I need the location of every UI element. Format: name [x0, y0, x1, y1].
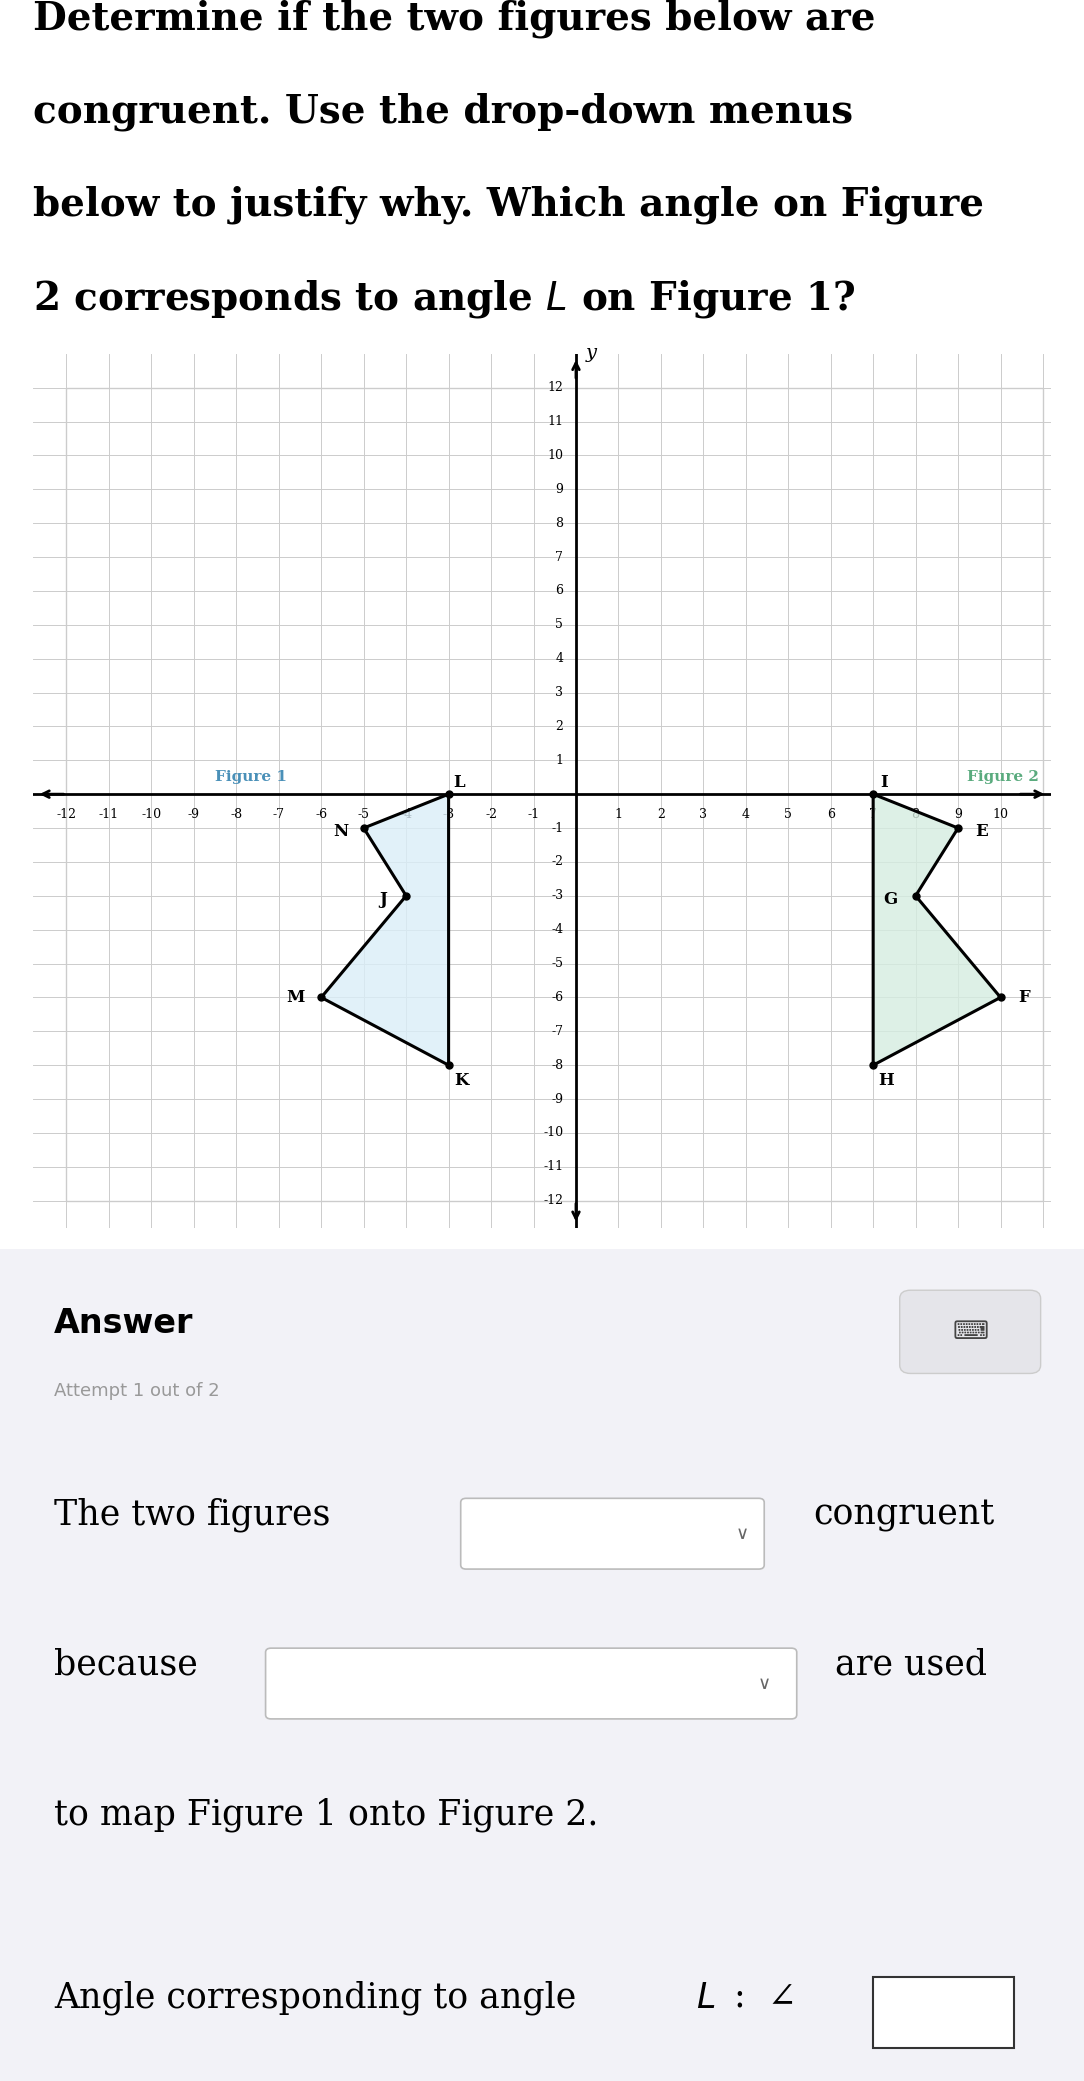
FancyBboxPatch shape	[873, 1977, 1014, 2048]
Text: G: G	[883, 891, 898, 907]
Text: below to justify why. Which angle on Figure: below to justify why. Which angle on Fig…	[33, 185, 983, 225]
Text: -6: -6	[551, 991, 564, 1003]
Text: 12: 12	[547, 381, 564, 393]
Text: -11: -11	[99, 807, 119, 820]
Text: 9: 9	[555, 483, 564, 495]
Text: -6: -6	[315, 807, 327, 820]
Text: -12: -12	[56, 807, 77, 820]
Text: -12: -12	[543, 1194, 564, 1207]
Text: -1: -1	[551, 822, 564, 834]
Text: 4: 4	[555, 651, 564, 666]
Text: 3: 3	[699, 807, 708, 820]
Text: :  ∠: : ∠	[734, 1981, 797, 2014]
Text: 5: 5	[555, 618, 564, 631]
Text: -9: -9	[552, 1093, 564, 1105]
Text: N: N	[333, 822, 348, 841]
Text: -2: -2	[552, 855, 564, 868]
Text: The two figures: The two figures	[54, 1498, 331, 1532]
Text: 2 corresponds to angle $\mathit{L}$ on Figure 1?: 2 corresponds to angle $\mathit{L}$ on F…	[33, 279, 855, 320]
Text: 8: 8	[912, 807, 919, 820]
Text: congruent: congruent	[813, 1498, 994, 1532]
Text: J: J	[378, 891, 387, 907]
Text: M: M	[286, 988, 305, 1005]
FancyBboxPatch shape	[461, 1498, 764, 1569]
Text: -1: -1	[528, 807, 540, 820]
Text: because: because	[54, 1648, 198, 1681]
Text: 3: 3	[555, 687, 564, 699]
Text: I: I	[880, 774, 888, 791]
Text: -3: -3	[551, 889, 564, 903]
Text: E: E	[975, 822, 988, 841]
Text: ⌨: ⌨	[952, 1319, 989, 1344]
Text: Figure 2: Figure 2	[967, 770, 1038, 785]
Text: 7: 7	[869, 807, 877, 820]
Text: -5: -5	[552, 957, 564, 970]
Text: -4: -4	[400, 807, 412, 820]
Text: Attempt 1 out of 2: Attempt 1 out of 2	[54, 1382, 220, 1401]
Text: -11: -11	[543, 1161, 564, 1174]
Text: L: L	[453, 774, 465, 791]
Text: 6: 6	[555, 585, 564, 597]
Polygon shape	[321, 795, 449, 1065]
Text: 11: 11	[547, 414, 564, 429]
Text: 1: 1	[615, 807, 622, 820]
Text: Determine if the two figures below are: Determine if the two figures below are	[33, 0, 875, 40]
Text: -5: -5	[358, 807, 370, 820]
Text: 2: 2	[657, 807, 664, 820]
Text: 9: 9	[954, 807, 962, 820]
Text: Answer: Answer	[54, 1307, 194, 1340]
Text: are used: are used	[835, 1648, 986, 1681]
Text: 1: 1	[555, 753, 564, 766]
Text: K: K	[454, 1072, 468, 1088]
Text: congruent. Use the drop-down menus: congruent. Use the drop-down menus	[33, 94, 853, 131]
Text: -9: -9	[188, 807, 199, 820]
Text: -7: -7	[552, 1024, 564, 1038]
FancyBboxPatch shape	[266, 1648, 797, 1719]
Text: -10: -10	[543, 1126, 564, 1140]
Text: Angle corresponding to angle: Angle corresponding to angle	[54, 1981, 588, 2014]
Text: ∨: ∨	[758, 1675, 771, 1694]
Text: to map Figure 1 onto Figure 2.: to map Figure 1 onto Figure 2.	[54, 1798, 598, 1831]
Text: ∨: ∨	[736, 1525, 749, 1544]
Text: -2: -2	[485, 807, 498, 820]
Text: 8: 8	[555, 516, 564, 531]
Text: -10: -10	[141, 807, 162, 820]
Text: Figure 1: Figure 1	[215, 770, 287, 785]
Text: $\mathit{L}$: $\mathit{L}$	[696, 1981, 715, 2014]
Text: -7: -7	[273, 807, 285, 820]
Text: 10: 10	[993, 807, 1008, 820]
FancyBboxPatch shape	[900, 1290, 1041, 1373]
Text: 10: 10	[547, 449, 564, 462]
Text: 6: 6	[827, 807, 835, 820]
Text: 5: 5	[785, 807, 792, 820]
Text: y: y	[585, 343, 596, 362]
Polygon shape	[874, 795, 1001, 1065]
Text: -8: -8	[551, 1059, 564, 1072]
Text: 4: 4	[741, 807, 750, 820]
Text: H: H	[878, 1072, 894, 1088]
Text: -3: -3	[442, 807, 454, 820]
Text: 2: 2	[555, 720, 564, 733]
Text: 7: 7	[555, 551, 564, 564]
Text: -4: -4	[551, 924, 564, 936]
Text: -8: -8	[230, 807, 243, 820]
Text: F: F	[1018, 988, 1030, 1005]
